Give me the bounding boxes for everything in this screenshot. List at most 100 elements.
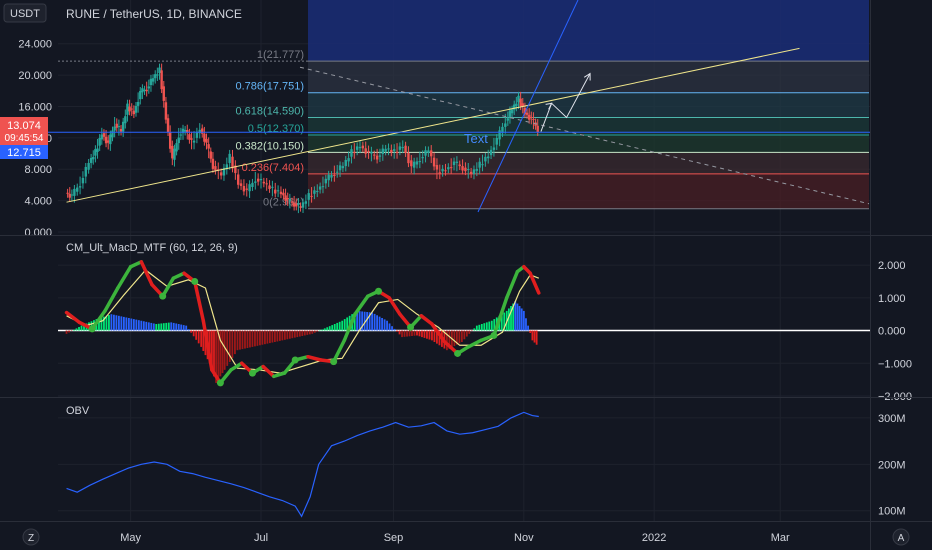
macd-histogram-bar [478,324,481,331]
macd-histogram-bar [306,330,309,335]
fib-level-label: 0.5(12.370) [248,123,304,135]
macd-histogram-bar [413,330,416,336]
macd-tick-label: 0.000 [878,326,906,338]
macd-histogram-bar [291,330,294,339]
candle-body [219,172,223,176]
macd-histogram-bar [288,330,291,339]
candle-body [401,147,404,149]
macd-cross-dot [216,379,224,387]
macd-histogram-bar [108,315,110,331]
drawing-tools[interactable]: Text [0,0,870,213]
fib-zone [308,92,869,118]
candle-body [284,195,287,201]
candle-body [358,147,362,149]
macd-histogram-bar [531,330,534,341]
candle-body [395,151,399,153]
candle-body [136,101,140,106]
auto-scale-button[interactable] [892,528,910,546]
candle-body [171,145,174,159]
blue-trendline [477,0,579,213]
macd-histogram-bar [170,322,173,331]
zoom-button[interactable] [22,528,40,546]
macd-histogram-bar [269,330,271,344]
macd-histogram-bar [436,330,438,344]
macd-histogram-bar [70,330,73,332]
macd-histogram-bar [276,330,279,342]
fib-level-label: 0.618(14.590) [236,106,305,118]
candle-body [188,134,191,140]
candle-body [430,150,433,157]
macd-histogram-bar [343,319,346,331]
candle-body [87,162,90,170]
macd-histogram-bar [453,330,456,347]
candle-body [265,183,268,185]
macd-histogram-bar [358,311,361,331]
macd-histogram-bar [264,330,266,345]
macd-histogram-bar [388,323,391,331]
candle-body [190,138,193,140]
macd-histogram-bar [283,330,286,340]
candle-body [262,181,266,184]
macd-histogram-bar [140,320,143,331]
candle-body [139,90,142,100]
candle-body [254,181,257,183]
macd-histogram-bar [416,330,418,336]
candle-body [237,174,240,185]
macd-histogram-bar [433,330,436,342]
macd-histogram-bar [68,330,70,333]
candle-body [205,138,208,143]
candle-body [132,110,136,115]
candle-body [89,157,93,163]
macd-histogram-bar [254,330,256,347]
macd-histogram-bar [100,317,103,331]
macd-histogram-bar [368,312,371,331]
macd-line-segment [342,312,357,343]
macd-histogram-bar [135,319,138,331]
candle-body [147,86,151,89]
obv-title: OBV [66,405,90,417]
candle-body [214,166,217,171]
macd-pane [58,260,870,387]
macd-histogram-bar [480,324,483,331]
currency-badge[interactable] [3,3,47,23]
candle-body [115,123,118,128]
macd-histogram-bar [261,330,264,345]
candle-body [333,174,336,176]
current-price-text: 13.074 [7,120,41,132]
macd-cross-dot [454,349,462,357]
macd-tick-label: 2.000 [878,260,906,272]
symbol-title: RUNE / TetherUS, 1D, BINANCE [66,7,242,21]
candle-body [461,166,464,171]
macd-histogram-bar [516,303,519,331]
fibonacci-retracement[interactable]: 1(21.777) 0.786(17.751) 0.618(14.590) 0.5(1… [58,0,869,210]
candle-body [449,167,453,169]
macd-histogram-bar [301,330,304,336]
macd-histogram-bar [160,323,163,331]
candle-body [121,121,125,132]
macd-histogram-bar [446,330,448,351]
price-tick-label: 24.000 [18,39,52,51]
macd-histogram-bar [83,324,85,331]
candle-body [353,151,356,153]
macd-histogram-bar [259,330,261,346]
candle-body [292,202,296,207]
candle-body [432,157,436,167]
macd-line-segment [466,338,483,349]
macd-histogram-bar [500,314,503,331]
macd-line-segment [103,286,120,313]
macd-histogram-bar [118,315,120,331]
candle-body [424,150,427,156]
candle-body [475,169,479,171]
candle-body [532,119,535,121]
macd-histogram-bar [105,315,108,331]
candle-body [164,102,168,120]
macd-histogram-bar [448,330,451,349]
arrow-head [583,72,591,81]
macd-histogram-bar [431,330,433,341]
macd-line-segment [430,322,447,344]
candle-body [498,130,501,140]
macd-histogram-bar [298,330,301,337]
macd-histogram-bar [192,330,195,337]
